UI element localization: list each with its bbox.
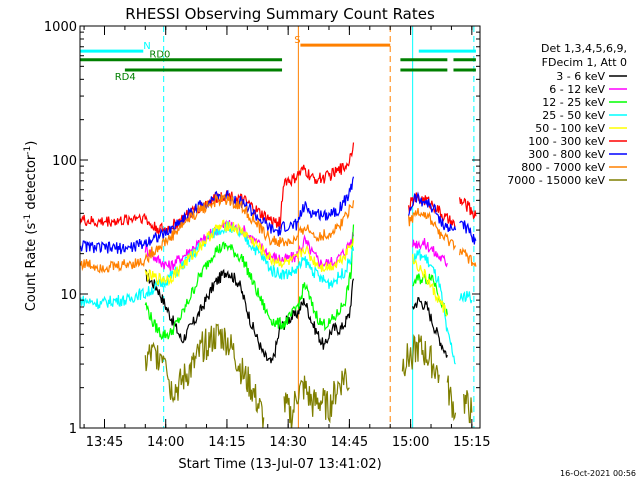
state-bar-label-n: N [143, 41, 150, 52]
legend-header-line-1: Det 1,3,4,5,6,9, [541, 42, 627, 55]
y-axis-label: Count Rate (s-1 detector-1) [23, 141, 39, 312]
legend-label-8: 7000 - 15000 keV [507, 174, 605, 187]
series-3 [80, 221, 473, 365]
series-7-segment-2 [459, 247, 477, 267]
state-bar-label-rd4: RD4 [115, 72, 136, 83]
legend-label-1: 6 - 12 keV [549, 83, 605, 96]
x-tick-label: 14:30 [269, 435, 306, 450]
x-tick-label: 15:15 [453, 435, 490, 450]
series-1-segment-0 [144, 219, 355, 272]
legend-label-2: 12 - 25 keV [542, 96, 605, 109]
state-bar-s: S [294, 35, 391, 47]
y-tick-label: 1000 [44, 20, 77, 35]
state-bar-rd4: RD4 [115, 68, 476, 83]
state-bar-label-rd0: RD0 [149, 50, 170, 61]
plot-frame [79, 25, 481, 429]
y-axis-label-sup1: -1 [23, 214, 33, 223]
series-2 [144, 224, 448, 341]
series-5-segment-0 [80, 142, 355, 236]
series-1 [144, 219, 448, 272]
y-axis-label-end: ) [24, 141, 39, 146]
series-6-segment-0 [80, 176, 355, 255]
series-5-segment-2 [459, 197, 477, 220]
x-tick-label: 14:45 [331, 435, 368, 450]
legend-header-line-2: FDecim 1, Att 0 [542, 56, 627, 69]
series-7-segment-0 [80, 193, 355, 274]
y-axis-label-sup2: -1 [23, 146, 33, 155]
y-tick-label: 10 [60, 288, 77, 303]
series-1-segment-1 [412, 238, 448, 268]
y-axis-label-mid: detector [24, 154, 39, 214]
state-bar-label-s: S [294, 35, 300, 46]
series-0 [144, 268, 448, 364]
series-7-segment-1 [408, 208, 457, 251]
legend: Det 1,3,4,5,6,9, FDecim 1, Att 0 3 - 6 k… [507, 42, 627, 187]
series-3-segment-2 [459, 290, 473, 304]
series-0-segment-1 [412, 297, 448, 358]
x-tick-label: 14:00 [147, 435, 184, 450]
series-8-segment-3 [446, 375, 457, 422]
series-4-segment-0 [144, 219, 355, 287]
series-8 [144, 323, 473, 428]
series-6 [80, 176, 477, 255]
series-7 [80, 193, 477, 274]
series-2-segment-0 [144, 224, 355, 341]
y-axis-label-main: Count Rate (s [24, 223, 39, 312]
legend-label-0: 3 - 6 keV [556, 70, 605, 83]
y-tick-label: 1 [69, 422, 77, 437]
axes: 1000 100 10 1 13:45 14:00 14:15 14:30 14:45 15:00… [44, 20, 491, 450]
y-tick-label: 100 [52, 154, 77, 169]
legend-label-4: 50 - 100 keV [535, 122, 605, 135]
series-6-segment-1 [408, 191, 457, 232]
series-8-segment-2 [401, 334, 440, 383]
legend-label-7: 800 - 7000 keV [521, 161, 605, 174]
state-bar-rd0: RD0 [80, 50, 476, 62]
chart-title: RHESSI Observing Summary Count Rates [125, 5, 435, 23]
x-tick-label: 15:00 [392, 435, 429, 450]
series-3-segment-1 [412, 248, 456, 365]
legend-label-3: 25 - 50 keV [542, 109, 605, 122]
series-4-segment-1 [412, 254, 448, 317]
series-4 [144, 219, 448, 317]
series-2-segment-1 [412, 273, 448, 317]
x-tick-label: 13:45 [86, 435, 123, 450]
series-8-segment-0 [144, 323, 265, 428]
series-8-segment-1 [283, 368, 350, 428]
legend-label-6: 300 - 800 keV [528, 148, 605, 161]
series-6-segment-2 [459, 220, 477, 245]
footer-timestamp: 16-Oct-2021 00:56 [560, 469, 636, 478]
series-0-segment-0 [144, 268, 355, 364]
series-8-segment-4 [463, 390, 473, 424]
legend-label-5: 100 - 300 keV [528, 135, 605, 148]
series-3-segment-0 [80, 221, 355, 310]
state-bar-n: N [80, 41, 476, 53]
x-tick-label: 14:15 [208, 435, 245, 450]
x-axis-label: Start Time (13-Jul-07 13:41:02) [178, 457, 381, 472]
